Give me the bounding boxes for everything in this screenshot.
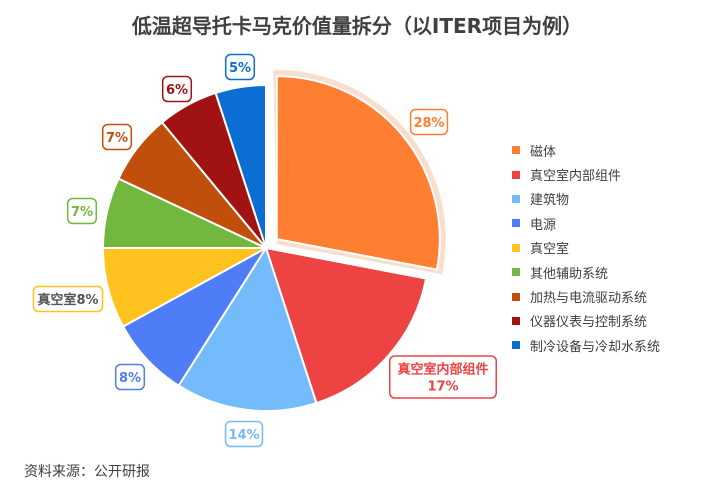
svg-text:真空室8%: 真空室8% [37, 292, 98, 308]
svg-text:7%: 7% [106, 131, 128, 146]
pie-slice [214, 83, 267, 249]
svg-text:17%: 17% [427, 380, 458, 395]
data-label: 真空室8% [32, 285, 104, 313]
data-label: 5% [224, 53, 256, 81]
legend-label: 仪器仪表与控制系统 [530, 315, 648, 331]
svg-text:7%: 7% [71, 205, 93, 220]
legend-label: 建筑物 [530, 193, 570, 209]
pie-slice [264, 246, 428, 405]
legend-item: 真空室 [512, 236, 660, 260]
legend-swatch [512, 316, 520, 325]
legend-swatch [512, 268, 520, 277]
data-label: 28% [409, 108, 449, 136]
data-label: 7% [66, 197, 98, 225]
legend-swatch [512, 341, 520, 350]
legend-label: 加热与电流驱动系统 [530, 291, 648, 307]
legend-item: 磁体 [512, 138, 660, 162]
svg-text:8%: 8% [119, 371, 141, 386]
legend-swatch [512, 170, 520, 179]
legend-item: 制冷设备与冷却水系统 [512, 333, 660, 357]
legend-item: 真空室内部组件 [512, 162, 660, 186]
legend: 磁体真空室内部组件 建筑物电源真空室其他辅助系统加热与电流驱动系统 仪器仪表与控制系… [512, 138, 660, 358]
legend-label: 其他辅助系统 [530, 266, 609, 282]
svg-text:真空室内部组件: 真空室内部组件 [397, 362, 488, 378]
legend-item: 加热与电流驱动系统 [512, 284, 660, 308]
legend-item: 仪器仪表与控制系统 [512, 309, 660, 333]
svg-text:28%: 28% [413, 116, 444, 131]
pie-slice [177, 245, 318, 412]
legend-label: 真空室 [530, 242, 570, 258]
data-label: 8% [114, 363, 146, 391]
svg-text:6%: 6% [166, 83, 188, 98]
data-label: 14% [224, 420, 264, 448]
svg-text:5%: 5% [229, 61, 251, 76]
legend-item: 电源 [512, 211, 660, 235]
chart-title: 低温超导托卡马克价值量拆分（以ITER项目为例） [131, 14, 583, 38]
source-note: 资料来源：公开研报 [24, 464, 150, 480]
pie-slice [275, 75, 441, 271]
data-label: 真空室内部组件 17% [389, 355, 497, 399]
legend-swatch [512, 146, 520, 155]
legend-label: 制冷设备与冷却水系统 [530, 339, 661, 355]
data-label: 6% [161, 75, 193, 103]
legend-item: 建筑物 [512, 187, 660, 211]
legend-label: 电源 [530, 217, 557, 233]
legend-label: 磁体 [530, 144, 557, 160]
legend-swatch [512, 194, 520, 203]
legend-label: 真空室内部组件 [530, 169, 622, 185]
legend-swatch [512, 219, 520, 228]
legend-item: 其他辅助系统 [512, 260, 660, 284]
data-label: 7% [101, 123, 133, 151]
legend-swatch [512, 292, 520, 301]
svg-text:14%: 14% [228, 428, 259, 443]
legend-swatch [512, 243, 520, 252]
